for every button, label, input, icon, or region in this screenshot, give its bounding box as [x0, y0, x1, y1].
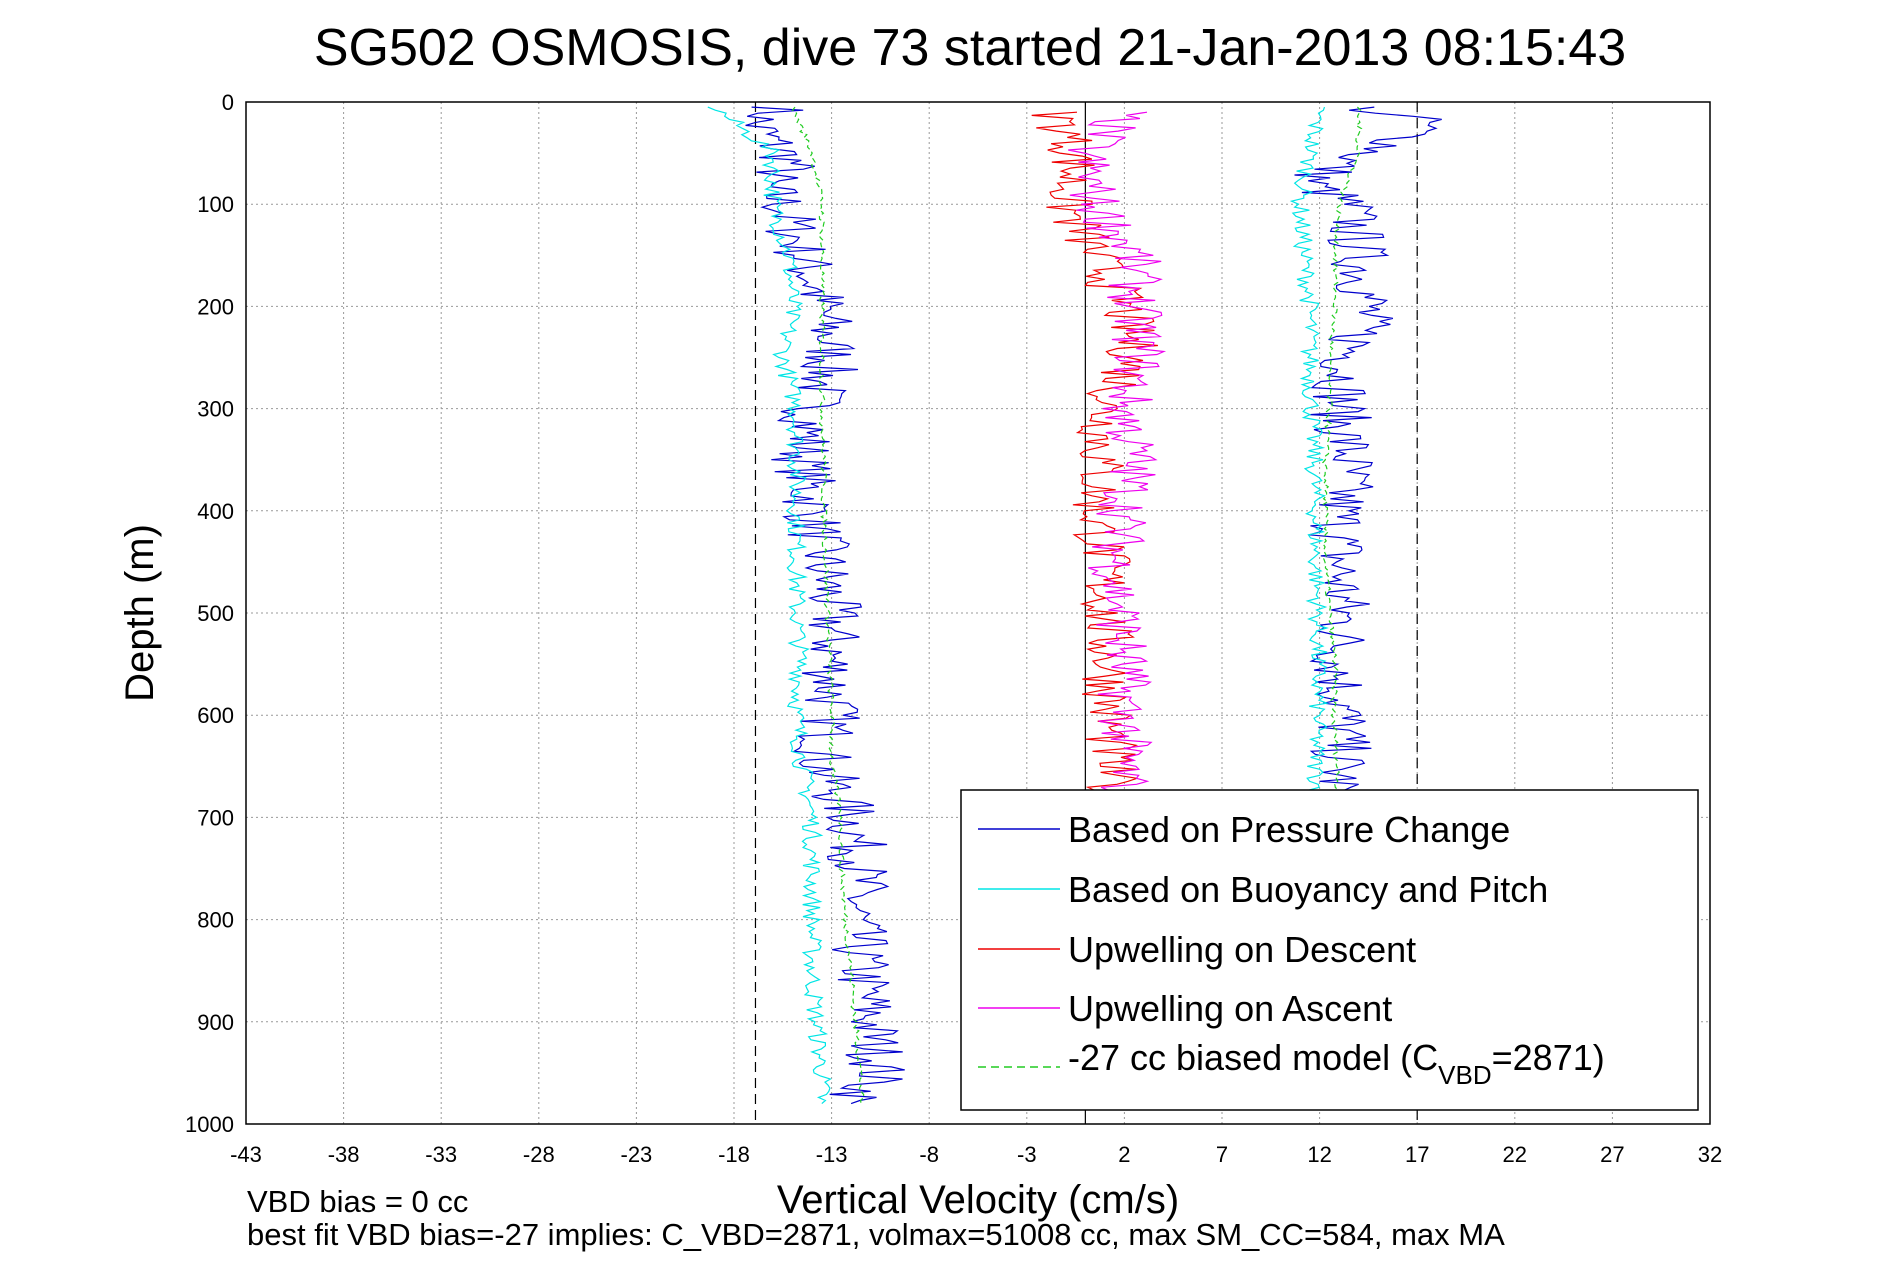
legend-model-tail: =2871)	[1492, 1037, 1605, 1078]
x-tick-label: -33	[425, 1142, 457, 1167]
x-tick-label: -18	[718, 1142, 750, 1167]
y-tick-label: 500	[197, 601, 234, 626]
x-tick-label: 17	[1405, 1142, 1429, 1167]
y-axis-label: Depth (m)	[118, 524, 162, 702]
legend-label-pressure: Based on Pressure Change	[1068, 809, 1510, 850]
y-tick-label: 900	[197, 1010, 234, 1035]
legend-label-descent: Upwelling on Descent	[1068, 929, 1416, 970]
legend-model-sub: VBD	[1438, 1060, 1491, 1090]
chart-title: SG502 OSMOSIS, dive 73 started 21-Jan-20…	[314, 19, 1626, 77]
footnote-vbd-bias: VBD bias = 0 cc	[247, 1184, 468, 1219]
series-line-upwelling-on-ascent	[1068, 111, 1167, 818]
y-tick-label: 400	[197, 499, 234, 524]
x-tick-label: 7	[1216, 1142, 1228, 1167]
legend-label-buoyancy: Based on Buoyancy and Pitch	[1068, 869, 1548, 910]
y-tick-label: 200	[197, 294, 234, 319]
y-tick-label: 0	[222, 90, 234, 115]
x-tick-label: -8	[919, 1142, 939, 1167]
y-tick-label: 300	[197, 397, 234, 422]
x-tick-label: -43	[230, 1142, 262, 1167]
axis-ticks: -43 -38 -33 -28 -23 -18 -13 -8 -3 2 7 12 17 22 27 32010…	[185, 90, 1722, 1167]
plot-frame	[245, 101, 1711, 1125]
legend-model-text: -27 cc biased model (C	[1068, 1037, 1438, 1078]
y-tick-label: 600	[197, 703, 234, 728]
y-tick-label: 1000	[185, 1112, 234, 1137]
series-line-based-on-pressure-change	[745, 106, 905, 1105]
x-tick-label: 2	[1118, 1142, 1130, 1167]
x-tick-label: -3	[1017, 1142, 1037, 1167]
y-tick-label: 700	[197, 805, 234, 830]
x-tick-label: 27	[1600, 1142, 1624, 1167]
x-tick-label: 22	[1503, 1142, 1527, 1167]
x-tick-label: 12	[1307, 1142, 1331, 1167]
x-tick-label: -38	[328, 1142, 360, 1167]
y-tick-label: 100	[197, 192, 234, 217]
series-line-based-on-buoyancy-and-pitch	[707, 106, 832, 1105]
x-tick-label: -28	[523, 1142, 555, 1167]
x-tick-label: -13	[816, 1142, 848, 1167]
legend-box	[960, 789, 1699, 1111]
legend: Based on Pressure Change Based on Buoyan…	[960, 789, 1699, 1111]
x-tick-label: -23	[621, 1142, 653, 1167]
legend-label-ascent: Upwelling on Ascent	[1068, 988, 1392, 1029]
x-tick-label: 32	[1698, 1142, 1722, 1167]
legend-label-model: -27 cc biased model (CVBD=2871)	[1068, 1037, 1605, 1090]
footnote-best-fit: best fit VBD bias=-27 implies: C_VBD=287…	[247, 1217, 1505, 1252]
x-axis-label: Vertical Velocity (cm/s)	[777, 1178, 1179, 1222]
series-line-27-cc-biased-model-c-sub-vbd-sub-2871	[791, 106, 865, 1104]
y-tick-label: 800	[197, 908, 234, 933]
